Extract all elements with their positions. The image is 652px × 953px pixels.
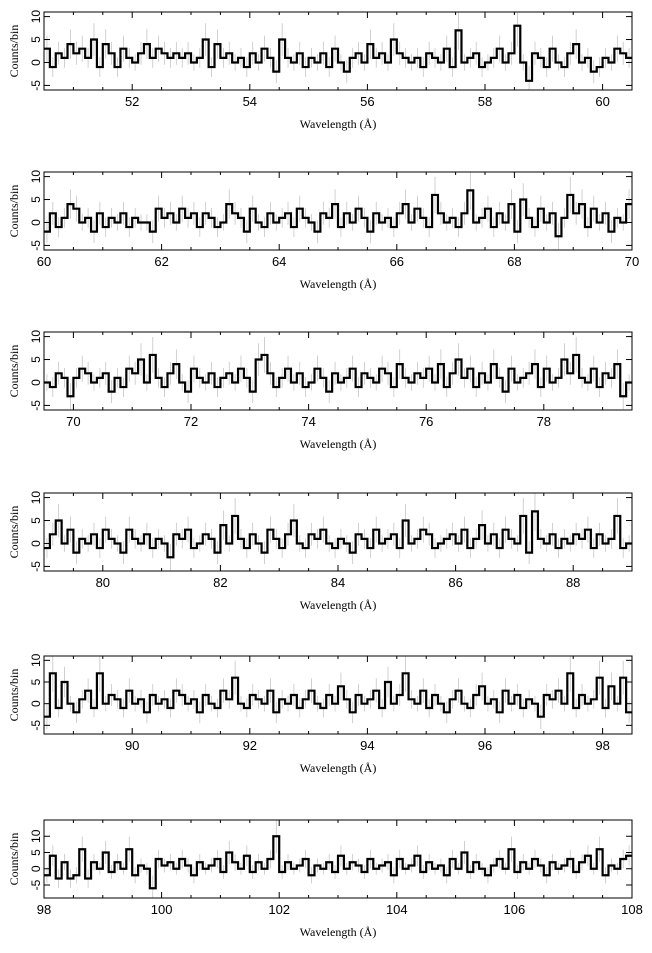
x-tick-label: 96 [478, 738, 492, 753]
spectrum-panel-5: 90 92 94 96 98 -5 0 5 10 Wavelength (Å) Counts/bin [7, 653, 633, 775]
y-tick-label: -5 [29, 240, 43, 251]
y-tick-label: 10 [29, 330, 43, 344]
data-layer [44, 656, 632, 730]
y-axis-label: Counts/bin [7, 833, 21, 886]
x-tick-label: 56 [360, 94, 374, 109]
y-tick-label: 5 [29, 678, 43, 685]
y-tick-label: 5 [29, 849, 43, 856]
y-axis-label: Counts/bin [7, 669, 21, 722]
data-layer [44, 172, 632, 250]
y-tick-label: 5 [29, 356, 43, 363]
x-tick-label: 62 [154, 254, 168, 269]
y-tick-label: 10 [29, 829, 43, 843]
x-tick-label: 84 [331, 575, 345, 590]
x-tick-label: 76 [419, 414, 433, 429]
y-tick-label: 10 [29, 10, 43, 24]
counts-series [44, 189, 632, 238]
y-tick-label: 5 [29, 36, 43, 43]
data-layer [44, 820, 632, 898]
y-axis-label: Counts/bin [7, 506, 21, 559]
x-tick-label: 82 [213, 575, 227, 590]
x-tick-label: 94 [360, 738, 374, 753]
x-tick-label: 98 [37, 902, 51, 917]
x-tick-label: 102 [268, 902, 290, 917]
counts-series [44, 353, 632, 398]
counts-series [44, 510, 632, 559]
x-tick-label: 98 [595, 738, 609, 753]
x-tick-label: 74 [301, 414, 315, 429]
spectrum-panel-1: 52 54 56 58 60 -5 0 5 10 Wavelength (Å) Counts/bin [7, 10, 633, 131]
counts-series [44, 24, 632, 82]
y-tick-label: -5 [29, 80, 43, 91]
counts-series [44, 672, 632, 718]
x-tick-label: 70 [66, 414, 80, 429]
y-tick-label: 0 [29, 379, 43, 386]
x-tick-label: 86 [448, 575, 462, 590]
y-tick-label: 5 [29, 517, 43, 524]
x-tick-label: 58 [478, 94, 492, 109]
x-tick-label: 104 [386, 902, 408, 917]
y-tick-label: 0 [29, 540, 43, 547]
x-tick-label: 106 [504, 902, 526, 917]
x-tick-label: 64 [272, 254, 286, 269]
y-tick-label: -5 [29, 720, 43, 731]
spectrum-panel-2: 60 62 64 66 68 70 -5 0 5 10 Wavelength (Å) Counts/b… [7, 170, 639, 291]
x-tick-label: 92 [243, 738, 257, 753]
x-tick-label: 60 [595, 94, 609, 109]
y-tick-label: 10 [29, 653, 43, 667]
y-tick-label: 10 [29, 491, 43, 505]
data-layer [44, 337, 632, 410]
x-tick-label: 80 [96, 575, 110, 590]
x-tick-label: 78 [537, 414, 551, 429]
spectrum-panel-6: 98 100 102 104 106 108 -5 0 5 10 Wavelength (Å) Cou… [7, 819, 643, 939]
y-axis-label: Counts/bin [7, 345, 21, 398]
y-tick-label: -5 [29, 879, 43, 890]
x-axis-label: Wavelength (Å) [300, 598, 377, 612]
y-tick-label: -5 [29, 400, 43, 411]
x-tick-label: 70 [625, 254, 639, 269]
x-axis-label: Wavelength (Å) [300, 277, 377, 291]
spectrum-panel-4: 80 82 84 86 88 -5 0 5 10 Wavelength (Å) Counts/bin [7, 491, 633, 612]
spectrum-panel-3: 70 72 74 76 78 -5 0 5 10 Wavelength (Å) Counts/bin [7, 330, 633, 451]
x-tick-label: 90 [125, 738, 139, 753]
y-tick-label: 5 [29, 196, 43, 203]
data-layer [44, 12, 632, 90]
x-tick-label: 68 [507, 254, 521, 269]
x-axis-label: Wavelength (Å) [300, 437, 377, 451]
y-axis-label: Counts/bin [7, 185, 21, 238]
y-tick-label: 0 [29, 865, 43, 872]
x-tick-label: 108 [621, 902, 643, 917]
y-tick-label: -5 [29, 561, 43, 572]
y-tick-label: 10 [29, 170, 43, 184]
x-tick-label: 66 [390, 254, 404, 269]
data-layer [44, 493, 632, 571]
y-axis-label: Counts/bin [7, 25, 21, 78]
x-axis-label: Wavelength (Å) [300, 761, 377, 775]
counts-series [44, 835, 632, 890]
x-axis-label: Wavelength (Å) [300, 117, 377, 131]
x-tick-label: 60 [37, 254, 51, 269]
x-tick-label: 72 [184, 414, 198, 429]
x-tick-label: 52 [125, 94, 139, 109]
x-tick-label: 88 [566, 575, 580, 590]
x-tick-label: 54 [243, 94, 257, 109]
y-tick-label: 0 [29, 700, 43, 707]
y-tick-label: 0 [29, 219, 43, 226]
x-tick-label: 100 [151, 902, 173, 917]
y-tick-label: 0 [29, 59, 43, 66]
x-axis-label: Wavelength (Å) [300, 925, 377, 939]
